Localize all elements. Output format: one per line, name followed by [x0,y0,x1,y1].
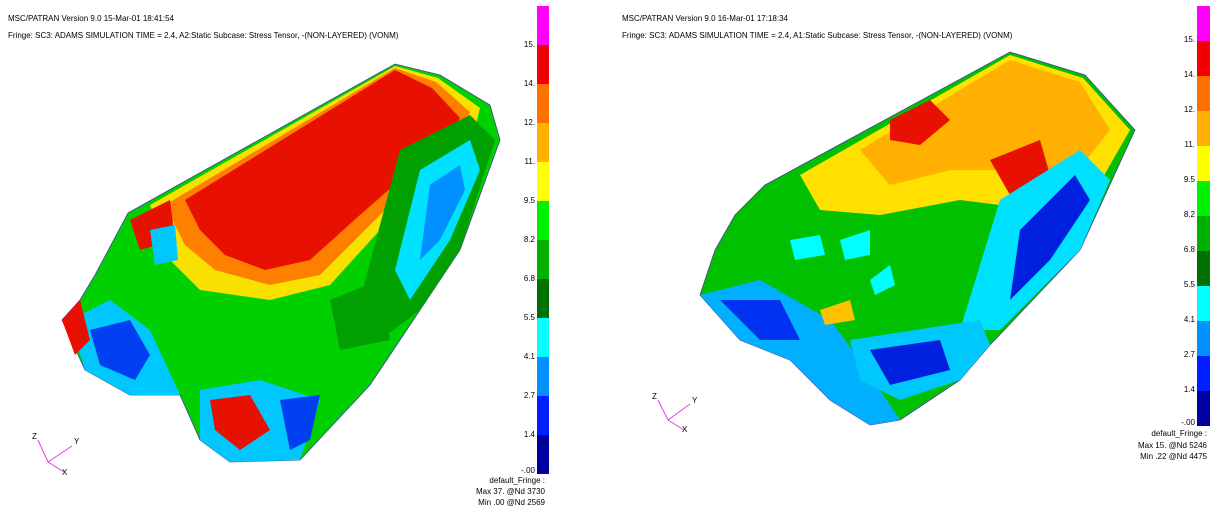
color-scale-right [1197,6,1210,426]
scale-label: 5.5 [524,313,535,323]
scale-label: 9.5 [1184,175,1195,185]
scale-label: 1.4 [1184,385,1195,395]
scale-label: 15. [1184,35,1195,45]
footer-line: default_Fringe : [489,476,545,486]
scale-label: 2.7 [1184,350,1195,360]
footer-line: default_Fringe : [1151,429,1207,439]
scale-label: 8.2 [524,235,535,245]
triad-label: X [682,425,687,435]
graphics [0,0,1212,508]
scale-label: 14. [1184,70,1195,80]
scale-label: 5.5 [1184,280,1195,290]
scale-label: 12. [524,118,535,128]
scale-label: 11. [1184,140,1195,150]
header-line: Fringe: SC3: ADAMS SIMULATION TIME = 2.4… [622,31,1012,41]
triad-label: X [62,468,67,478]
triad-label: Z [32,432,37,442]
scale-label: 15. [524,40,535,50]
scale-label: 11. [524,157,535,167]
fringe-model-left [62,64,500,462]
footer-line: Max 37. @Nd 3730 [476,487,545,497]
header-line: Fringe: SC3: ADAMS SIMULATION TIME = 2.4… [8,31,398,41]
scale-label: -.00 [521,466,535,476]
triad-label: Z [652,392,657,402]
scale-label: 6.8 [1184,245,1195,255]
color-scale-left [537,6,549,474]
scale-label: -.00 [1181,418,1195,428]
triad-label: Y [692,396,697,406]
scale-label: 2.7 [524,391,535,401]
scale-label: 8.2 [1184,210,1195,220]
footer-line: Min .00 @Nd 2569 [478,498,545,508]
footer-line: Max 15. @Nd 5246 [1138,441,1207,451]
scale-label: 12. [1184,105,1195,115]
scale-label: 6.8 [524,274,535,284]
screen: MSC/PATRAN Version 9.0 15-Mar-01 18:41:5… [0,0,1212,508]
scale-label: 14. [524,79,535,89]
scale-label: 9.5 [524,196,535,206]
scale-label: 1.4 [524,430,535,440]
triad-label: Y [74,437,79,447]
fringe-model-right [700,52,1135,425]
scale-label: 4.1 [524,352,535,362]
footer-line: Min .22 @Nd 4475 [1140,452,1207,462]
header-line: MSC/PATRAN Version 9.0 15-Mar-01 18:41:5… [8,14,174,24]
scale-label: 4.1 [1184,315,1195,325]
header-line: MSC/PATRAN Version 9.0 16-Mar-01 17:18:3… [622,14,788,24]
